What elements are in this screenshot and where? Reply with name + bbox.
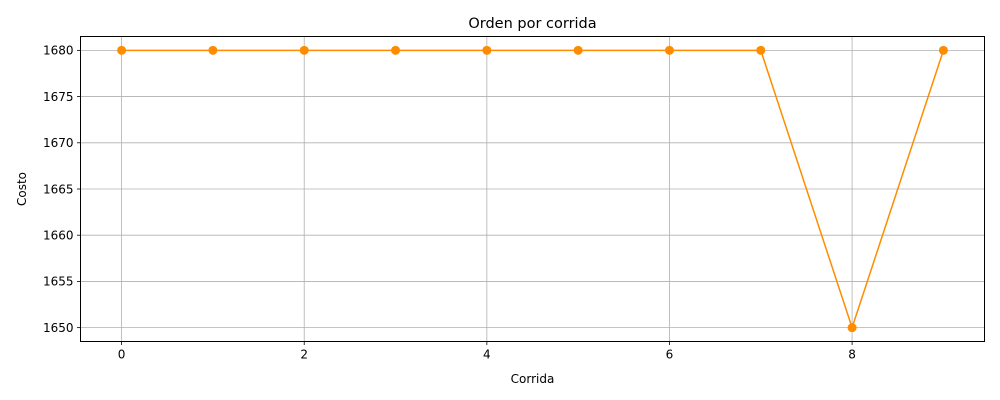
grid-lines — [80, 36, 985, 342]
y-tick-label: 1650 — [43, 321, 74, 335]
chart-title: Orden por corrida — [468, 16, 596, 32]
x-tick-label: 8 — [848, 348, 856, 362]
x-axis-label: Corrida — [511, 372, 555, 386]
y-tick-label: 1660 — [43, 229, 74, 243]
x-axis: 0 2 4 6 8 — [118, 341, 856, 362]
data-point — [756, 45, 766, 55]
data-point — [938, 45, 948, 55]
y-axis-label: Costo — [15, 172, 29, 206]
data-point — [117, 45, 127, 55]
y-tick-label: 1680 — [43, 44, 74, 58]
y-tick-label: 1675 — [43, 90, 74, 104]
data-point — [482, 45, 492, 55]
y-tick-label: 1665 — [43, 182, 74, 196]
series-line — [121, 49, 945, 329]
data-point — [391, 45, 401, 55]
x-tick-label: 6 — [666, 348, 674, 362]
series-layer — [117, 45, 948, 333]
data-point — [573, 45, 583, 55]
y-axis: 1650 1655 1660 1665 1670 1675 1680 — [43, 44, 81, 335]
data-point — [664, 45, 674, 55]
data-point — [208, 45, 218, 55]
data-point — [299, 45, 309, 55]
x-tick-label: 0 — [118, 348, 126, 362]
y-tick-label: 1670 — [43, 136, 74, 150]
y-tick-label: 1655 — [43, 275, 74, 289]
x-tick-label: 4 — [483, 348, 491, 362]
x-tick-label: 2 — [300, 348, 308, 362]
data-point — [847, 323, 857, 333]
